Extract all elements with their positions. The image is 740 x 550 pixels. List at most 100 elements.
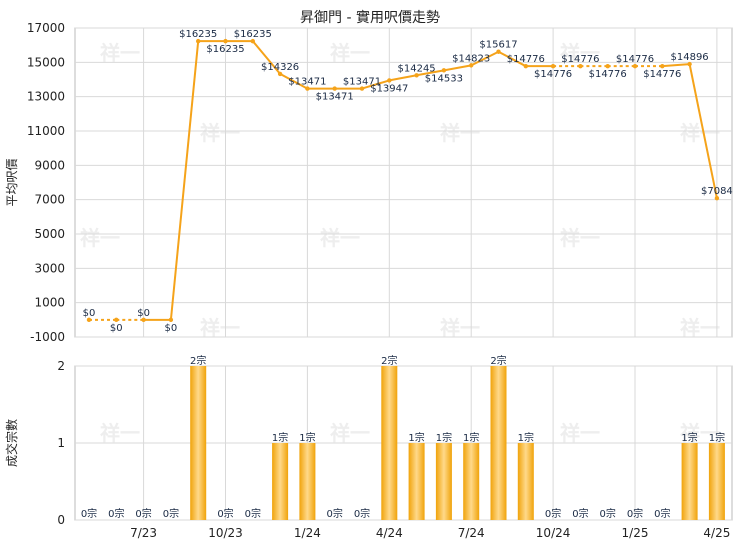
price-data-label: $13471 <box>343 77 381 88</box>
watermark-text: 祥一 <box>200 121 240 145</box>
x-tick-label: 1/24 <box>294 526 321 540</box>
price-data-label: $13471 <box>316 92 354 103</box>
volume-chart: 0 1 2 7/23 10/23 1/24 4/24 7/24 10/24 1/25 4/25 成交宗… <box>4 354 733 540</box>
volume-data-label: 1宗 <box>463 431 479 444</box>
volume-data-label: 0宗 <box>327 507 343 520</box>
price-point <box>359 86 365 91</box>
volume-bar <box>408 443 425 520</box>
watermark-text: 祥一 <box>330 421 370 445</box>
price-point <box>114 317 119 323</box>
x-tick-label: 10/24 <box>536 526 571 540</box>
price-y-tick-label: 1000 <box>34 296 65 310</box>
volume-data-label: 2宗 <box>190 354 206 367</box>
watermark-text: 祥一 <box>330 41 370 65</box>
watermark-text: 祥一 <box>320 226 360 250</box>
price-point <box>605 63 610 69</box>
volume-data-label: 0宗 <box>81 507 97 520</box>
volume-data-label: 1宗 <box>436 431 452 444</box>
watermark-text: 祥一 <box>440 121 480 145</box>
x-tick-label: 7/23 <box>130 526 157 540</box>
x-tick-label: 1/25 <box>622 526 649 540</box>
watermark-text: 祥一 <box>560 41 600 65</box>
volume-data-label: 1宗 <box>408 431 424 444</box>
price-point <box>687 61 692 67</box>
price-point <box>277 71 283 77</box>
price-line-segment <box>443 64 472 72</box>
price-y-tick-label: 5000 <box>34 227 65 241</box>
volume-data-label: 2宗 <box>490 354 506 367</box>
volume-bar <box>681 443 698 520</box>
watermark-text: 祥一 <box>680 421 720 445</box>
price-point <box>305 86 310 91</box>
volume-data-label: 0宗 <box>572 507 588 520</box>
price-point <box>714 196 720 201</box>
price-point <box>441 68 447 73</box>
price-chart: -1000 1000 3000 5000 7000 9000 11000 13000 15000… <box>5 21 733 344</box>
price-line-segment <box>470 50 499 67</box>
watermark-text: 祥一 <box>560 421 600 445</box>
price-data-label: $14776 <box>534 69 572 80</box>
volume-bar <box>190 366 207 520</box>
price-line-segment <box>279 73 308 90</box>
volume-data-label: 0宗 <box>245 507 261 520</box>
price-y-tick-label: 11000 <box>27 124 65 138</box>
price-point <box>196 38 201 44</box>
watermark-text: 祥一 <box>440 316 480 340</box>
price-point <box>332 86 337 91</box>
volume-y-tick-label: 2 <box>57 359 65 373</box>
price-data-label: $15617 <box>479 40 517 51</box>
price-data-label: $16235 <box>206 44 244 55</box>
price-data-label: $14776 <box>507 54 545 65</box>
price-data-label: $0 <box>165 323 178 334</box>
volume-data-label: 1宗 <box>709 431 725 444</box>
watermark-text: 祥一 <box>100 41 140 65</box>
chart-title: 昇御門 - 實用呎價走勢 <box>300 9 440 26</box>
volume-data-label: 0宗 <box>654 507 670 520</box>
price-data-label: $14776 <box>589 69 627 80</box>
volume-bar <box>272 443 289 520</box>
price-point <box>523 63 528 69</box>
price-point <box>660 63 665 69</box>
x-tick-label: 4/25 <box>703 526 730 540</box>
volume-data-label: 0宗 <box>354 507 370 520</box>
watermark-text: 祥一 <box>680 316 720 340</box>
price-data-label: $0 <box>137 308 150 319</box>
volume-y-tick-label: 1 <box>57 436 65 450</box>
price-point <box>578 63 583 69</box>
volume-bar <box>463 443 480 520</box>
price-data-label: $13471 <box>288 77 326 88</box>
price-point <box>414 73 419 78</box>
watermark-text: 祥一 <box>100 421 140 445</box>
volume-bar <box>435 443 452 520</box>
price-data-label: $14823 <box>452 53 490 64</box>
price-line-segment <box>498 50 527 68</box>
volume-data-label: 1宗 <box>299 431 315 444</box>
price-data-label: $14896 <box>671 52 709 63</box>
price-point <box>469 63 474 68</box>
x-tick-label: 7/24 <box>458 526 485 540</box>
price-point <box>223 38 228 44</box>
volume-data-label: 1宗 <box>518 431 534 444</box>
price-point <box>496 49 501 54</box>
price-line-segment <box>252 40 281 75</box>
price-data-label: $14533 <box>425 73 463 84</box>
price-y-tick-label: 15000 <box>27 55 65 69</box>
volume-data-label: 0宗 <box>600 507 616 520</box>
volume-data-label: 0宗 <box>545 507 561 520</box>
price-data-label: $14776 <box>561 54 599 65</box>
price-point <box>632 63 638 69</box>
price-data-label: $0 <box>110 323 123 334</box>
price-y-tick-label: 13000 <box>27 90 65 104</box>
volume-data-label: 0宗 <box>108 507 124 520</box>
price-data-label: $14776 <box>616 54 654 65</box>
volume-data-label: 0宗 <box>217 507 233 520</box>
price-y-tick-label: -1000 <box>30 330 65 344</box>
price-y-tick-label: 3000 <box>34 261 65 275</box>
volume-data-label: 0宗 <box>135 507 151 520</box>
price-line-segment <box>169 41 200 320</box>
volume-bar <box>517 443 534 520</box>
volume-data-label: 0宗 <box>627 507 643 520</box>
volume-bar <box>490 366 507 520</box>
volume-y-axis-label: 成交宗數 <box>4 419 19 467</box>
